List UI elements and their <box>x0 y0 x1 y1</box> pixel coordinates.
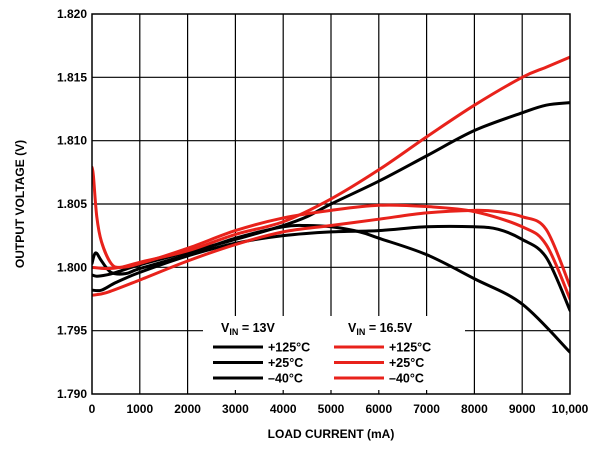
x-tick-labels: 0 1000 2000 3000 4000 5000 6000 7000 8000 9000 10,… <box>89 402 589 416</box>
y-tick-label: 1.795 <box>57 324 87 338</box>
x-tick-label: 9000 <box>509 402 536 416</box>
x-tick-label: 6000 <box>365 402 392 416</box>
series-line-vin13v-25c <box>92 223 570 354</box>
x-tick-label: 10,000 <box>552 402 589 416</box>
series-line-vin13v-125c <box>92 101 570 278</box>
series-line-vin13v-40c <box>92 224 570 312</box>
y-tick-label: 1.820 <box>57 7 87 21</box>
y-tick-label: 1.800 <box>57 260 87 274</box>
legend-label: –40°C <box>268 372 303 386</box>
legend-label: +125°C <box>268 341 310 355</box>
series-lines <box>92 55 570 354</box>
y-tick-label: 1.810 <box>57 134 87 148</box>
y-tick-label: 1.790 <box>57 387 87 401</box>
x-tick-label: 4000 <box>270 402 297 416</box>
x-tick-label: 8000 <box>461 402 488 416</box>
legend-label: +25°C <box>389 356 424 370</box>
legend-label: +25°C <box>268 356 303 370</box>
x-tick-label: 7000 <box>413 402 440 416</box>
x-axis-label: LOAD CURRENT (mA) <box>268 427 395 441</box>
legend-label: +125°C <box>389 341 431 355</box>
x-tick-label: 2000 <box>174 402 201 416</box>
y-tick-label: 1.815 <box>57 70 87 84</box>
x-tick-label: 3000 <box>222 402 249 416</box>
x-tick-label: 5000 <box>318 402 345 416</box>
legend-header: VIN = 16.5V <box>348 321 413 337</box>
y-tick-label: 1.805 <box>57 197 87 211</box>
x-tick-label: 1000 <box>126 402 153 416</box>
legend-label: –40°C <box>389 372 424 386</box>
y-tick-labels: 1.790 1.795 1.800 1.805 1.810 1.815 1.820 <box>57 7 87 401</box>
y-axis-label: OUTPUT VOLTAGE (V) <box>13 140 27 268</box>
x-tick-label: 0 <box>89 402 96 416</box>
legend-header: VIN = 13V <box>221 321 275 337</box>
series-line-vin165v-25c <box>92 165 570 301</box>
series-line-vin165v-40c <box>92 208 570 297</box>
plot-frame <box>91 13 571 395</box>
